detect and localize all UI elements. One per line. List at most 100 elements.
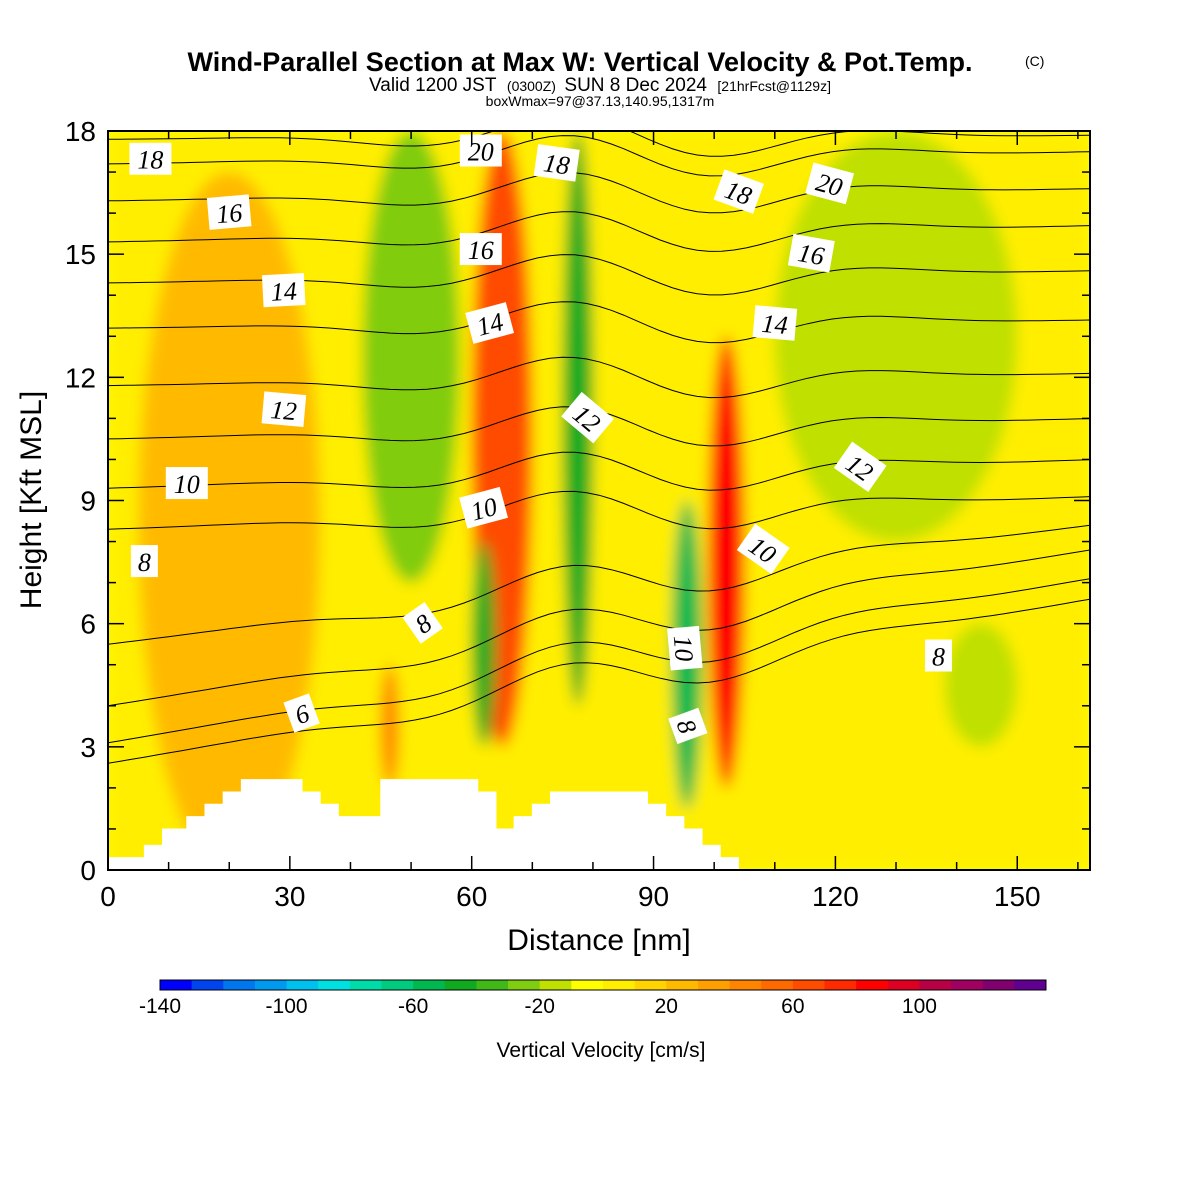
vertical-velocity-field	[108, 131, 1090, 870]
contour-label-box	[465, 302, 515, 344]
y-tick-label: 12	[65, 362, 96, 393]
contour-label-10: 10	[459, 486, 508, 529]
contour-label-6: 6	[283, 693, 320, 733]
contour-label-16: 18	[713, 169, 764, 214]
colorbar-swatch	[476, 980, 509, 990]
colorbar-swatch	[160, 980, 193, 990]
velocity-feature-1	[708, 336, 745, 788]
colorbar-swatch	[444, 980, 477, 990]
copyright-mark: (C)	[1025, 53, 1044, 69]
contour-label-14: 10	[667, 625, 703, 671]
contour-label-box	[130, 545, 158, 578]
contour-label-9: 14	[465, 302, 515, 344]
y-tick-label: 6	[80, 609, 96, 640]
colorbar-swatch	[634, 980, 667, 990]
y-tick-label: 0	[80, 855, 96, 886]
colorbar-swatch	[729, 980, 762, 990]
zulu-time-label: (0300Z)	[507, 78, 556, 94]
contour-label-box	[283, 693, 320, 733]
contour-label-text: 8	[932, 643, 945, 672]
y-tick-label: 15	[65, 239, 96, 270]
colorbar-swatch	[286, 980, 319, 990]
colorbar-tick-label: 60	[781, 995, 804, 1018]
colorbar-swatch	[508, 980, 541, 990]
contour-label-text: 10	[174, 470, 200, 499]
theta-contour-11	[108, 451, 1090, 491]
theta-contour-17	[108, 171, 1090, 214]
potential-temperature-contours	[108, 131, 1090, 764]
contour-label-12: 18	[533, 144, 580, 182]
colorbar-swatch	[856, 980, 889, 990]
x-tick-label: 120	[812, 881, 859, 912]
contour-label-text: 16	[468, 236, 494, 265]
colorbar-tick-label: -100	[266, 995, 308, 1018]
box-wmax-note: boxWmax=97@37.13,140.95,1317m	[486, 93, 715, 109]
contour-label-box	[833, 441, 887, 492]
theta-contour-18	[108, 135, 1090, 177]
x-tick-label: 60	[456, 881, 487, 912]
x-axis-tick-labels: 0 30 60 90 120 150	[100, 881, 1040, 912]
colorbar-swatch	[982, 980, 1015, 990]
contour-label-box	[402, 601, 443, 644]
contour-label-15: 8	[668, 707, 708, 745]
contour-label-17: 20	[805, 162, 855, 205]
colorbar-tick-label: 20	[655, 995, 678, 1018]
contour-label-text: 14	[270, 276, 297, 306]
colorbar-swatch	[318, 980, 351, 990]
theta-contour-8	[108, 549, 1090, 707]
colorbar-tick-label: 100	[902, 995, 937, 1018]
colorbar-swatch	[666, 980, 699, 990]
colorbar-swatch	[223, 980, 256, 990]
colorbar-swatch	[824, 980, 857, 990]
colorbar-swatch	[603, 980, 636, 990]
contour-label-text: 16	[215, 198, 243, 229]
y-axis-title: Height [Kft MSL]	[15, 391, 48, 609]
velocity-feature-6	[138, 172, 321, 870]
contour-label-box	[713, 169, 764, 214]
colorbar-swatch	[191, 980, 224, 990]
contour-label-box	[165, 467, 208, 500]
colorbar-swatch	[951, 980, 984, 990]
contour-label-box	[736, 523, 790, 575]
colorbar-tick-label: -140	[139, 995, 181, 1018]
colorbar	[159, 979, 1047, 991]
y-axis-tick-labels: 0 3 6 9 12 15 18	[65, 116, 96, 886]
y-tick-label: 9	[80, 486, 96, 517]
x-tick-label: 30	[274, 881, 305, 912]
colorbar-swatch	[571, 980, 604, 990]
colorbar-swatch	[539, 980, 572, 990]
colorbar-swatch	[792, 980, 825, 990]
y-tick-label: 18	[65, 116, 96, 147]
valid-time-label: Valid 1200 JST	[369, 75, 497, 96]
velocity-feature-8	[774, 131, 1018, 542]
contour-label-box	[129, 142, 172, 175]
colorbar-swatch	[1014, 980, 1047, 990]
contour-label-box	[261, 273, 306, 308]
contour-label-box	[459, 233, 502, 266]
colorbar-tick-label: -20	[525, 995, 555, 1018]
contour-label-3: 12	[261, 391, 307, 427]
colorbar-swatch	[919, 980, 952, 990]
contour-label-text: 14	[761, 309, 789, 340]
theta-contour-13	[108, 356, 1090, 399]
contour-label-box	[459, 134, 502, 167]
contour-label-box	[752, 305, 798, 341]
contour-label-box	[459, 486, 508, 529]
contour-label-box	[924, 639, 952, 672]
contour-label-box	[787, 233, 835, 273]
theta-contour-7	[108, 578, 1090, 744]
colorbar-swatch	[349, 980, 382, 990]
contour-label-box	[668, 707, 708, 745]
theta-contour-9	[108, 524, 1090, 645]
terrain-mask	[108, 779, 1090, 870]
colorbar-swatch	[254, 980, 288, 990]
contour-label-7: 20	[459, 134, 502, 167]
theta-contour-14	[108, 301, 1090, 344]
velocity-feature-4	[471, 541, 496, 747]
contour-label-22: 8	[924, 639, 952, 672]
contour-label-11: 8	[402, 601, 443, 644]
forecast-label: [21hrFcst@1129z]	[717, 78, 831, 94]
colorbar-swatch	[887, 980, 920, 990]
